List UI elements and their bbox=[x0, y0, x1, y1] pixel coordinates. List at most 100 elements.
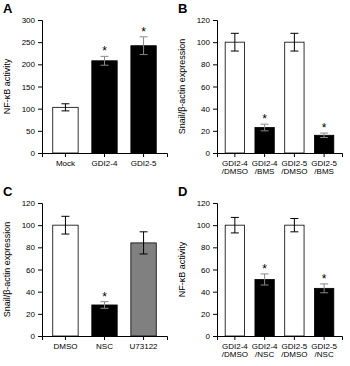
panel-label: A bbox=[3, 1, 13, 16]
error-bar bbox=[290, 219, 298, 232]
x-tick: GDI2-5/NSC bbox=[311, 336, 337, 359]
y-axis-title: NF-κB activity bbox=[177, 241, 187, 297]
tick-label: GDI2-4/DMSO bbox=[222, 159, 249, 177]
tick-label: 0 bbox=[31, 332, 36, 341]
tick-label: GDI2-4/BMS bbox=[252, 159, 278, 177]
y-tick: 100 bbox=[22, 105, 42, 114]
tick-mark bbox=[213, 42, 217, 43]
y-tick: 250 bbox=[22, 38, 42, 47]
y-tick: 60 bbox=[26, 266, 42, 275]
tick-mark bbox=[213, 109, 217, 110]
tick-mark bbox=[38, 64, 42, 65]
y-tick: 60 bbox=[201, 83, 217, 92]
tick-label: GDI2-4/NSC bbox=[252, 342, 278, 360]
tick-label: 150 bbox=[22, 83, 36, 92]
panel: 020406080100120DMSONSCU73122Snail/β-acti… bbox=[2, 184, 168, 351]
panel: 020406080100120GDI2-4/DMSOGDI2-4/NSCGDI2… bbox=[177, 184, 343, 359]
panel-label: B bbox=[178, 1, 187, 16]
annotation: * bbox=[322, 272, 327, 286]
axis-line bbox=[43, 337, 168, 341]
tick-mark bbox=[213, 20, 217, 21]
tick-mark bbox=[213, 292, 217, 293]
tick-label: 80 bbox=[26, 243, 35, 252]
tick-label: 100 bbox=[22, 221, 36, 230]
error-bar bbox=[231, 33, 239, 51]
tick-label: 100 bbox=[22, 105, 36, 114]
y-axis: 020406080100120 bbox=[22, 199, 43, 341]
tick-mark bbox=[65, 336, 66, 340]
tick-label: 60 bbox=[201, 83, 210, 92]
y-tick: 100 bbox=[197, 38, 217, 47]
tick-mark bbox=[213, 314, 217, 315]
tick-label: 200 bbox=[22, 60, 36, 69]
bar bbox=[92, 305, 117, 336]
tick-mark bbox=[38, 247, 42, 248]
x-tick: GDI2-5 bbox=[131, 153, 157, 168]
y-tick: 60 bbox=[201, 266, 217, 275]
tick-mark bbox=[213, 153, 217, 154]
tick-mark bbox=[104, 336, 105, 340]
axis-line bbox=[218, 337, 343, 341]
tick-mark bbox=[38, 42, 42, 43]
tick-mark bbox=[38, 270, 42, 271]
axis-line bbox=[218, 154, 343, 158]
y-tick: 50 bbox=[26, 127, 42, 136]
y-tick: 100 bbox=[197, 221, 217, 230]
plot-area bbox=[225, 217, 334, 336]
tick-label: GDI2-5/DMSO bbox=[281, 159, 308, 177]
tick-label: 20 bbox=[26, 310, 35, 319]
y-tick: 80 bbox=[201, 60, 217, 69]
error-bar bbox=[231, 217, 239, 233]
x-axis: DMSONSCU73122 bbox=[43, 336, 168, 351]
tick-label: 80 bbox=[201, 243, 210, 252]
tick-label: 60 bbox=[26, 266, 35, 275]
x-axis: GDI2-4/DMSOGDI2-4/BMSGDI2-5/DMSOGDI2-5/B… bbox=[218, 153, 343, 176]
axis-line bbox=[38, 21, 43, 154]
panel-label: D bbox=[178, 184, 187, 199]
y-axis: 020406080100120 bbox=[197, 199, 218, 341]
tick-label: Mock bbox=[56, 159, 76, 168]
annotation: * bbox=[262, 262, 267, 276]
tick-mark bbox=[38, 336, 42, 337]
y-tick: 300 bbox=[22, 16, 42, 25]
panel: 050100150200250300MockGDI2-4GDI2-5NF-κB … bbox=[2, 1, 168, 168]
bar bbox=[131, 243, 156, 336]
tick-label: 120 bbox=[22, 199, 36, 208]
tick-label: 120 bbox=[197, 199, 211, 208]
tick-mark bbox=[213, 247, 217, 248]
plot-area bbox=[53, 37, 157, 153]
tick-mark bbox=[143, 336, 144, 340]
error-bar bbox=[61, 104, 69, 111]
tick-mark bbox=[213, 336, 217, 337]
x-tick: GDI2-5/DMSO bbox=[281, 336, 308, 359]
tick-mark bbox=[213, 64, 217, 65]
y-tick: 40 bbox=[201, 288, 217, 297]
y-tick: 200 bbox=[22, 60, 42, 69]
tick-mark bbox=[294, 153, 295, 157]
x-tick: GDI2-4/DMSO bbox=[222, 336, 249, 359]
x-axis: GDI2-4/DMSOGDI2-4/NSCGDI2-5/DMSOGDI2-5/N… bbox=[218, 336, 343, 359]
error-bar bbox=[290, 33, 298, 51]
tick-label: 100 bbox=[197, 221, 211, 230]
y-tick: 150 bbox=[22, 83, 42, 92]
tick-label: GDI2-5 bbox=[131, 159, 157, 168]
y-tick: 40 bbox=[201, 105, 217, 114]
plot-area bbox=[225, 33, 334, 153]
annotation: * bbox=[322, 121, 327, 135]
y-axis-title: NF-κB activity bbox=[2, 58, 12, 114]
y-axis-title: Snail/β-actin expression bbox=[177, 39, 187, 135]
panel: 020406080100120GDI2-4/DMSOGDI2-4/BMSGDI2… bbox=[177, 1, 343, 176]
plot-area bbox=[53, 216, 157, 336]
tick-mark bbox=[264, 153, 265, 157]
tick-label: GDI2-4 bbox=[92, 159, 118, 168]
axis-line bbox=[213, 204, 218, 337]
y-axis: 020406080100120 bbox=[197, 16, 218, 158]
tick-mark bbox=[264, 336, 265, 340]
y-tick: 120 bbox=[197, 16, 217, 25]
tick-mark bbox=[38, 20, 42, 21]
y-axis: 050100150200250300 bbox=[22, 16, 43, 158]
tick-label: 20 bbox=[201, 310, 210, 319]
axis-line bbox=[43, 154, 168, 158]
annotation: * bbox=[141, 25, 146, 39]
x-tick: GDI2-4/NSC bbox=[252, 336, 278, 359]
